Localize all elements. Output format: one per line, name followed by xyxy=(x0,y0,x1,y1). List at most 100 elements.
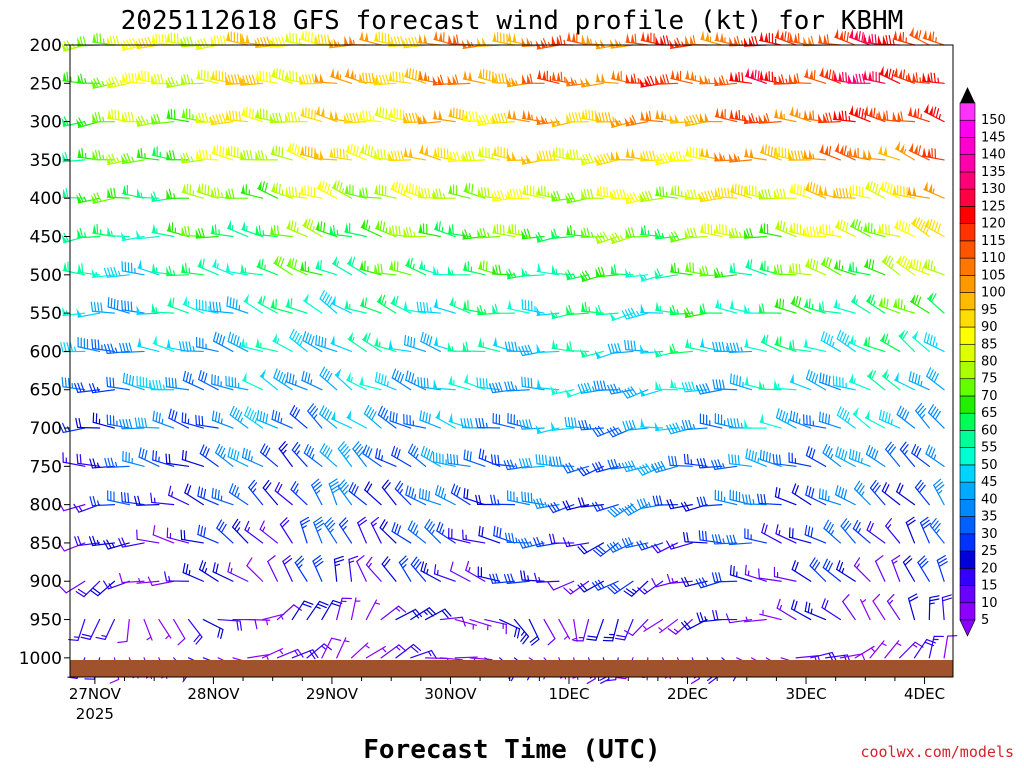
wind-barb xyxy=(180,152,204,164)
wind-barb xyxy=(579,348,604,358)
wind-barb xyxy=(651,542,679,554)
x-tick-label: 28NOV xyxy=(187,685,240,703)
wind-barb xyxy=(928,635,944,659)
x-tick-label: 4DEC xyxy=(904,685,945,703)
wind-barb xyxy=(490,494,516,506)
wind-barb xyxy=(562,500,590,511)
wind-barb xyxy=(417,376,441,391)
wind-barb xyxy=(143,618,153,641)
wind-barb xyxy=(76,117,101,129)
wind-barb xyxy=(432,74,456,86)
wind-barb xyxy=(107,297,130,314)
wind-barb xyxy=(714,107,738,123)
colorbar-label: 75 xyxy=(981,372,998,387)
wind-barb xyxy=(521,299,545,314)
wind-barb xyxy=(911,444,930,467)
wind-barb xyxy=(447,74,471,86)
wind-barb xyxy=(699,413,723,429)
wind-barb xyxy=(547,580,575,591)
wind-barb xyxy=(565,192,590,204)
wind-barb xyxy=(122,372,145,391)
wind-barb xyxy=(173,618,186,646)
wind-barb xyxy=(725,613,753,624)
wind-barb xyxy=(168,408,190,429)
wind-barb xyxy=(744,564,767,582)
wind-barb xyxy=(364,481,382,506)
x-tick-label: 1DEC xyxy=(548,685,589,703)
wind-barb xyxy=(822,558,842,582)
wind-barb xyxy=(242,372,264,391)
wind-barb xyxy=(551,228,575,239)
wind-barb xyxy=(521,184,545,199)
wind-barb xyxy=(291,441,308,467)
wind-barb xyxy=(314,149,338,161)
wind-barb xyxy=(187,618,203,645)
wind-barb xyxy=(712,379,738,391)
wind-barb xyxy=(347,331,367,353)
wind-barb xyxy=(714,31,738,46)
wind-barb xyxy=(503,573,530,584)
wind-barb xyxy=(289,328,308,353)
wind-barb xyxy=(669,37,693,49)
wind-barb xyxy=(276,604,302,621)
wind-barb xyxy=(262,648,284,659)
wind-barb xyxy=(343,112,367,124)
wind-barb xyxy=(521,267,545,277)
wind-barb xyxy=(376,293,397,314)
wind-barb xyxy=(595,266,619,278)
wind-barb xyxy=(359,375,382,391)
wind-barb xyxy=(885,518,901,544)
colorbar-label: 15 xyxy=(981,579,998,594)
wind-barb xyxy=(624,618,649,636)
wind-barb xyxy=(684,338,708,353)
wind-barb xyxy=(788,452,812,467)
wind-barb xyxy=(181,183,204,199)
wind-barb xyxy=(499,618,521,639)
wind-barb xyxy=(758,568,782,582)
y-tick-label: 1000 xyxy=(19,649,62,669)
wind-barb xyxy=(394,480,412,506)
wind-barb xyxy=(61,377,86,391)
wind-barb xyxy=(696,496,723,507)
wind-barb xyxy=(651,460,679,473)
colorbar-segment xyxy=(959,499,976,517)
colorbar-segment xyxy=(959,137,976,155)
wind-barb xyxy=(195,112,219,124)
wind-barb xyxy=(854,480,871,506)
wind-barb xyxy=(359,297,382,314)
wind-barb xyxy=(848,448,871,467)
wind-barb xyxy=(122,450,145,467)
wind-barb xyxy=(454,618,478,630)
wind-barb xyxy=(150,113,175,125)
colorbar-segment xyxy=(959,206,976,224)
wind-barb xyxy=(136,229,160,240)
wind-barb xyxy=(610,188,634,200)
colorbar-label: 135 xyxy=(981,165,1006,180)
wind-barb xyxy=(276,648,304,659)
wind-barb xyxy=(484,618,507,635)
colorbar-segment xyxy=(959,223,976,242)
terrain-ground xyxy=(70,660,953,677)
wind-barb xyxy=(602,618,619,642)
wind-barb xyxy=(820,256,842,276)
wind-barb xyxy=(405,257,427,276)
wind-barb xyxy=(914,479,930,506)
wind-barb xyxy=(535,114,560,126)
wind-barb xyxy=(433,298,456,314)
colorbar-label: 100 xyxy=(981,286,1006,301)
colorbar-label: 120 xyxy=(981,217,1006,232)
wind-barb xyxy=(227,562,249,582)
wind-barb xyxy=(216,519,234,544)
wind-barb xyxy=(118,537,145,548)
wind-barb xyxy=(550,385,575,395)
wind-barb xyxy=(197,486,219,506)
speed-colorbar: 5 10 15 20 25 30 35 40 45 50 55 60 65 70 75 80 85 90 95 100… xyxy=(959,87,1006,637)
wind-barb xyxy=(286,142,308,161)
wind-barb xyxy=(503,459,530,471)
wind-barb xyxy=(728,152,753,163)
wind-barb xyxy=(923,181,945,199)
wind-barb xyxy=(877,223,901,238)
wind-barb xyxy=(761,523,782,544)
wind-barb xyxy=(896,482,916,506)
wind-barb xyxy=(759,143,782,161)
